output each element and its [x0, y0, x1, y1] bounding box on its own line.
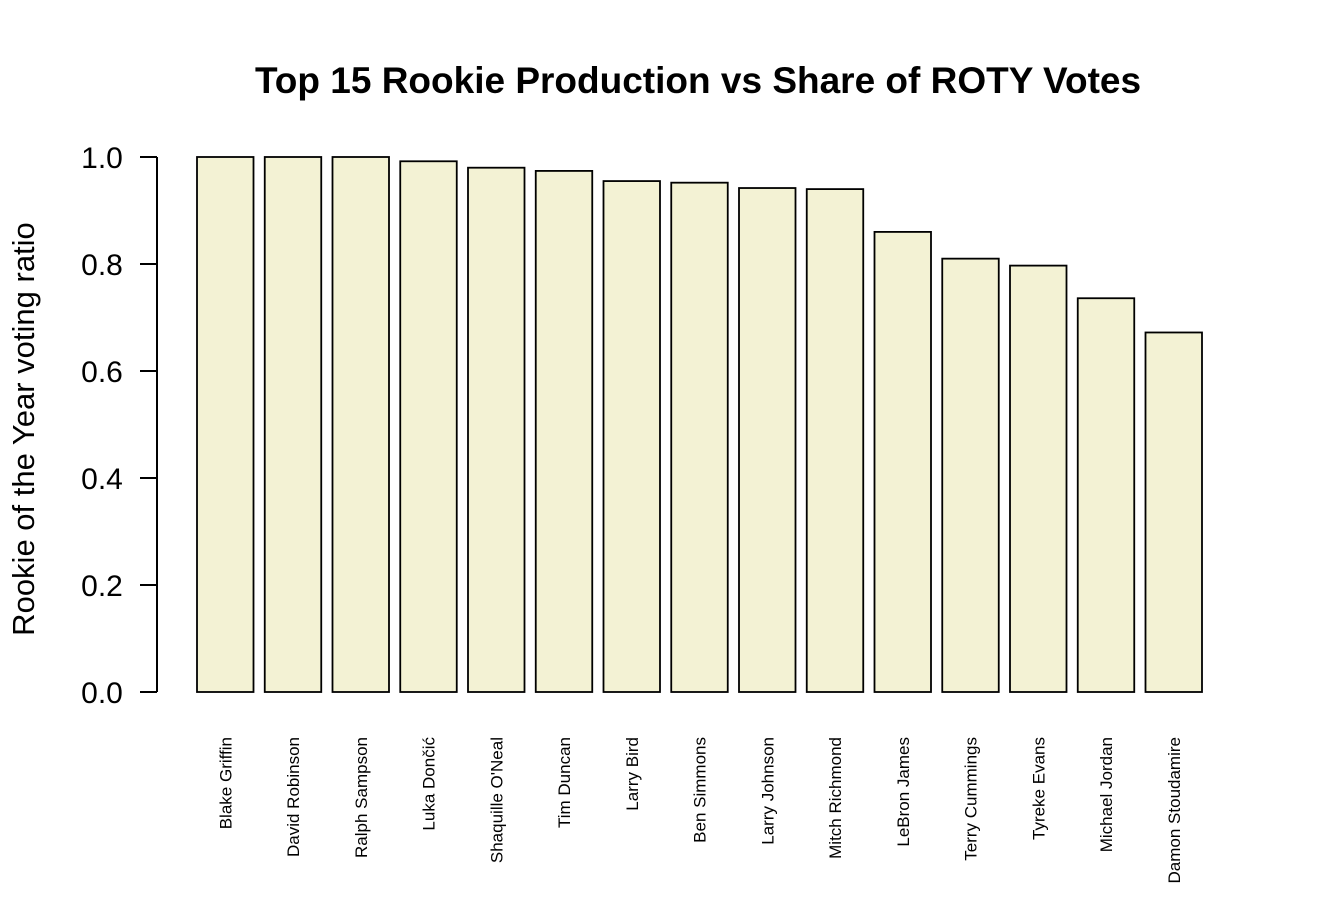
bar	[399, 160, 458, 693]
bar	[602, 180, 661, 693]
x-tick-label: Tim Duncan	[555, 737, 574, 828]
x-tick-label: Tyreke Evans	[1029, 737, 1048, 840]
bar	[738, 187, 797, 693]
bar	[263, 156, 323, 693]
x-tick-label: Damon Stoudamire	[1165, 737, 1184, 883]
bar	[1009, 264, 1068, 693]
y-tick-label: 1.0	[81, 142, 123, 175]
x-tick-label: Luka Dončić	[420, 737, 439, 831]
y-axis-label: Rookie of the Year voting ratio	[6, 222, 41, 636]
bar	[196, 156, 255, 693]
bar	[467, 166, 526, 693]
y-tick-label: 0.0	[81, 677, 123, 710]
x-tick-label: Larry Bird	[623, 737, 642, 811]
x-tick-label: Ben Simmons	[691, 737, 710, 843]
bar	[670, 181, 729, 693]
bar	[873, 230, 932, 693]
y-axis: 0.0 0.2 0.4 0.6 0.8 1.0	[81, 142, 158, 710]
bar	[1076, 297, 1136, 693]
bar	[805, 188, 865, 693]
x-tick-label: David Robinson	[284, 737, 303, 857]
y-tick-label: 0.2	[81, 570, 123, 603]
bar	[1144, 331, 1203, 693]
x-tick-labels: Blake Griffin David Robinson Ralph Sampson…	[216, 737, 1184, 884]
x-tick-label: Shaquille O'Neal	[487, 737, 506, 863]
x-tick-label: Larry Johnson	[758, 737, 777, 845]
x-tick-label: Blake Griffin	[216, 737, 235, 829]
bar	[331, 156, 390, 693]
bar	[534, 170, 594, 693]
y-tick-label: 0.4	[81, 463, 123, 496]
y-tick-label: 0.8	[81, 249, 123, 282]
bars-group	[196, 156, 1203, 693]
x-tick-label: Ralph Sampson	[352, 737, 371, 858]
bar	[941, 257, 1000, 693]
x-tick-label: Mitch Richmond	[826, 737, 845, 859]
x-tick-label: LeBron James	[894, 737, 913, 847]
chart-title: Top 15 Rookie Production vs Share of ROT…	[255, 60, 1141, 101]
x-tick-label: Terry Cummings	[962, 737, 981, 861]
x-tick-label: Michael Jordan	[1097, 737, 1116, 852]
y-tick-label: 0.6	[81, 356, 123, 389]
